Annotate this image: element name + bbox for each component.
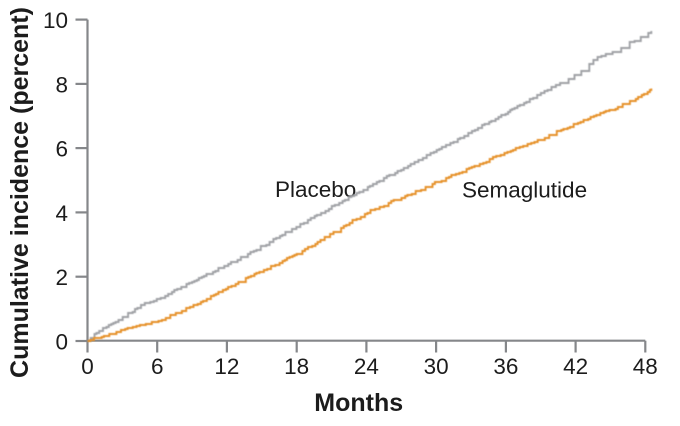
svg-text:Months: Months bbox=[314, 389, 403, 417]
svg-text:0: 0 bbox=[81, 354, 94, 379]
svg-text:6: 6 bbox=[151, 354, 164, 379]
svg-text:4: 4 bbox=[55, 201, 68, 226]
svg-text:30: 30 bbox=[424, 354, 449, 379]
svg-text:42: 42 bbox=[563, 354, 588, 379]
svg-text:24: 24 bbox=[354, 354, 379, 379]
svg-text:10: 10 bbox=[43, 8, 68, 33]
svg-text:Semaglutide: Semaglutide bbox=[462, 178, 587, 203]
svg-text:6: 6 bbox=[55, 137, 68, 162]
svg-text:Cumulative incidence (percent): Cumulative incidence (percent) bbox=[6, 7, 34, 378]
svg-text:Placebo: Placebo bbox=[275, 177, 356, 202]
svg-text:8: 8 bbox=[55, 72, 68, 97]
svg-text:12: 12 bbox=[214, 354, 239, 379]
svg-text:48: 48 bbox=[633, 354, 658, 379]
svg-text:2: 2 bbox=[55, 265, 68, 290]
svg-text:18: 18 bbox=[284, 354, 309, 379]
svg-text:0: 0 bbox=[55, 330, 68, 355]
svg-text:36: 36 bbox=[493, 354, 518, 379]
